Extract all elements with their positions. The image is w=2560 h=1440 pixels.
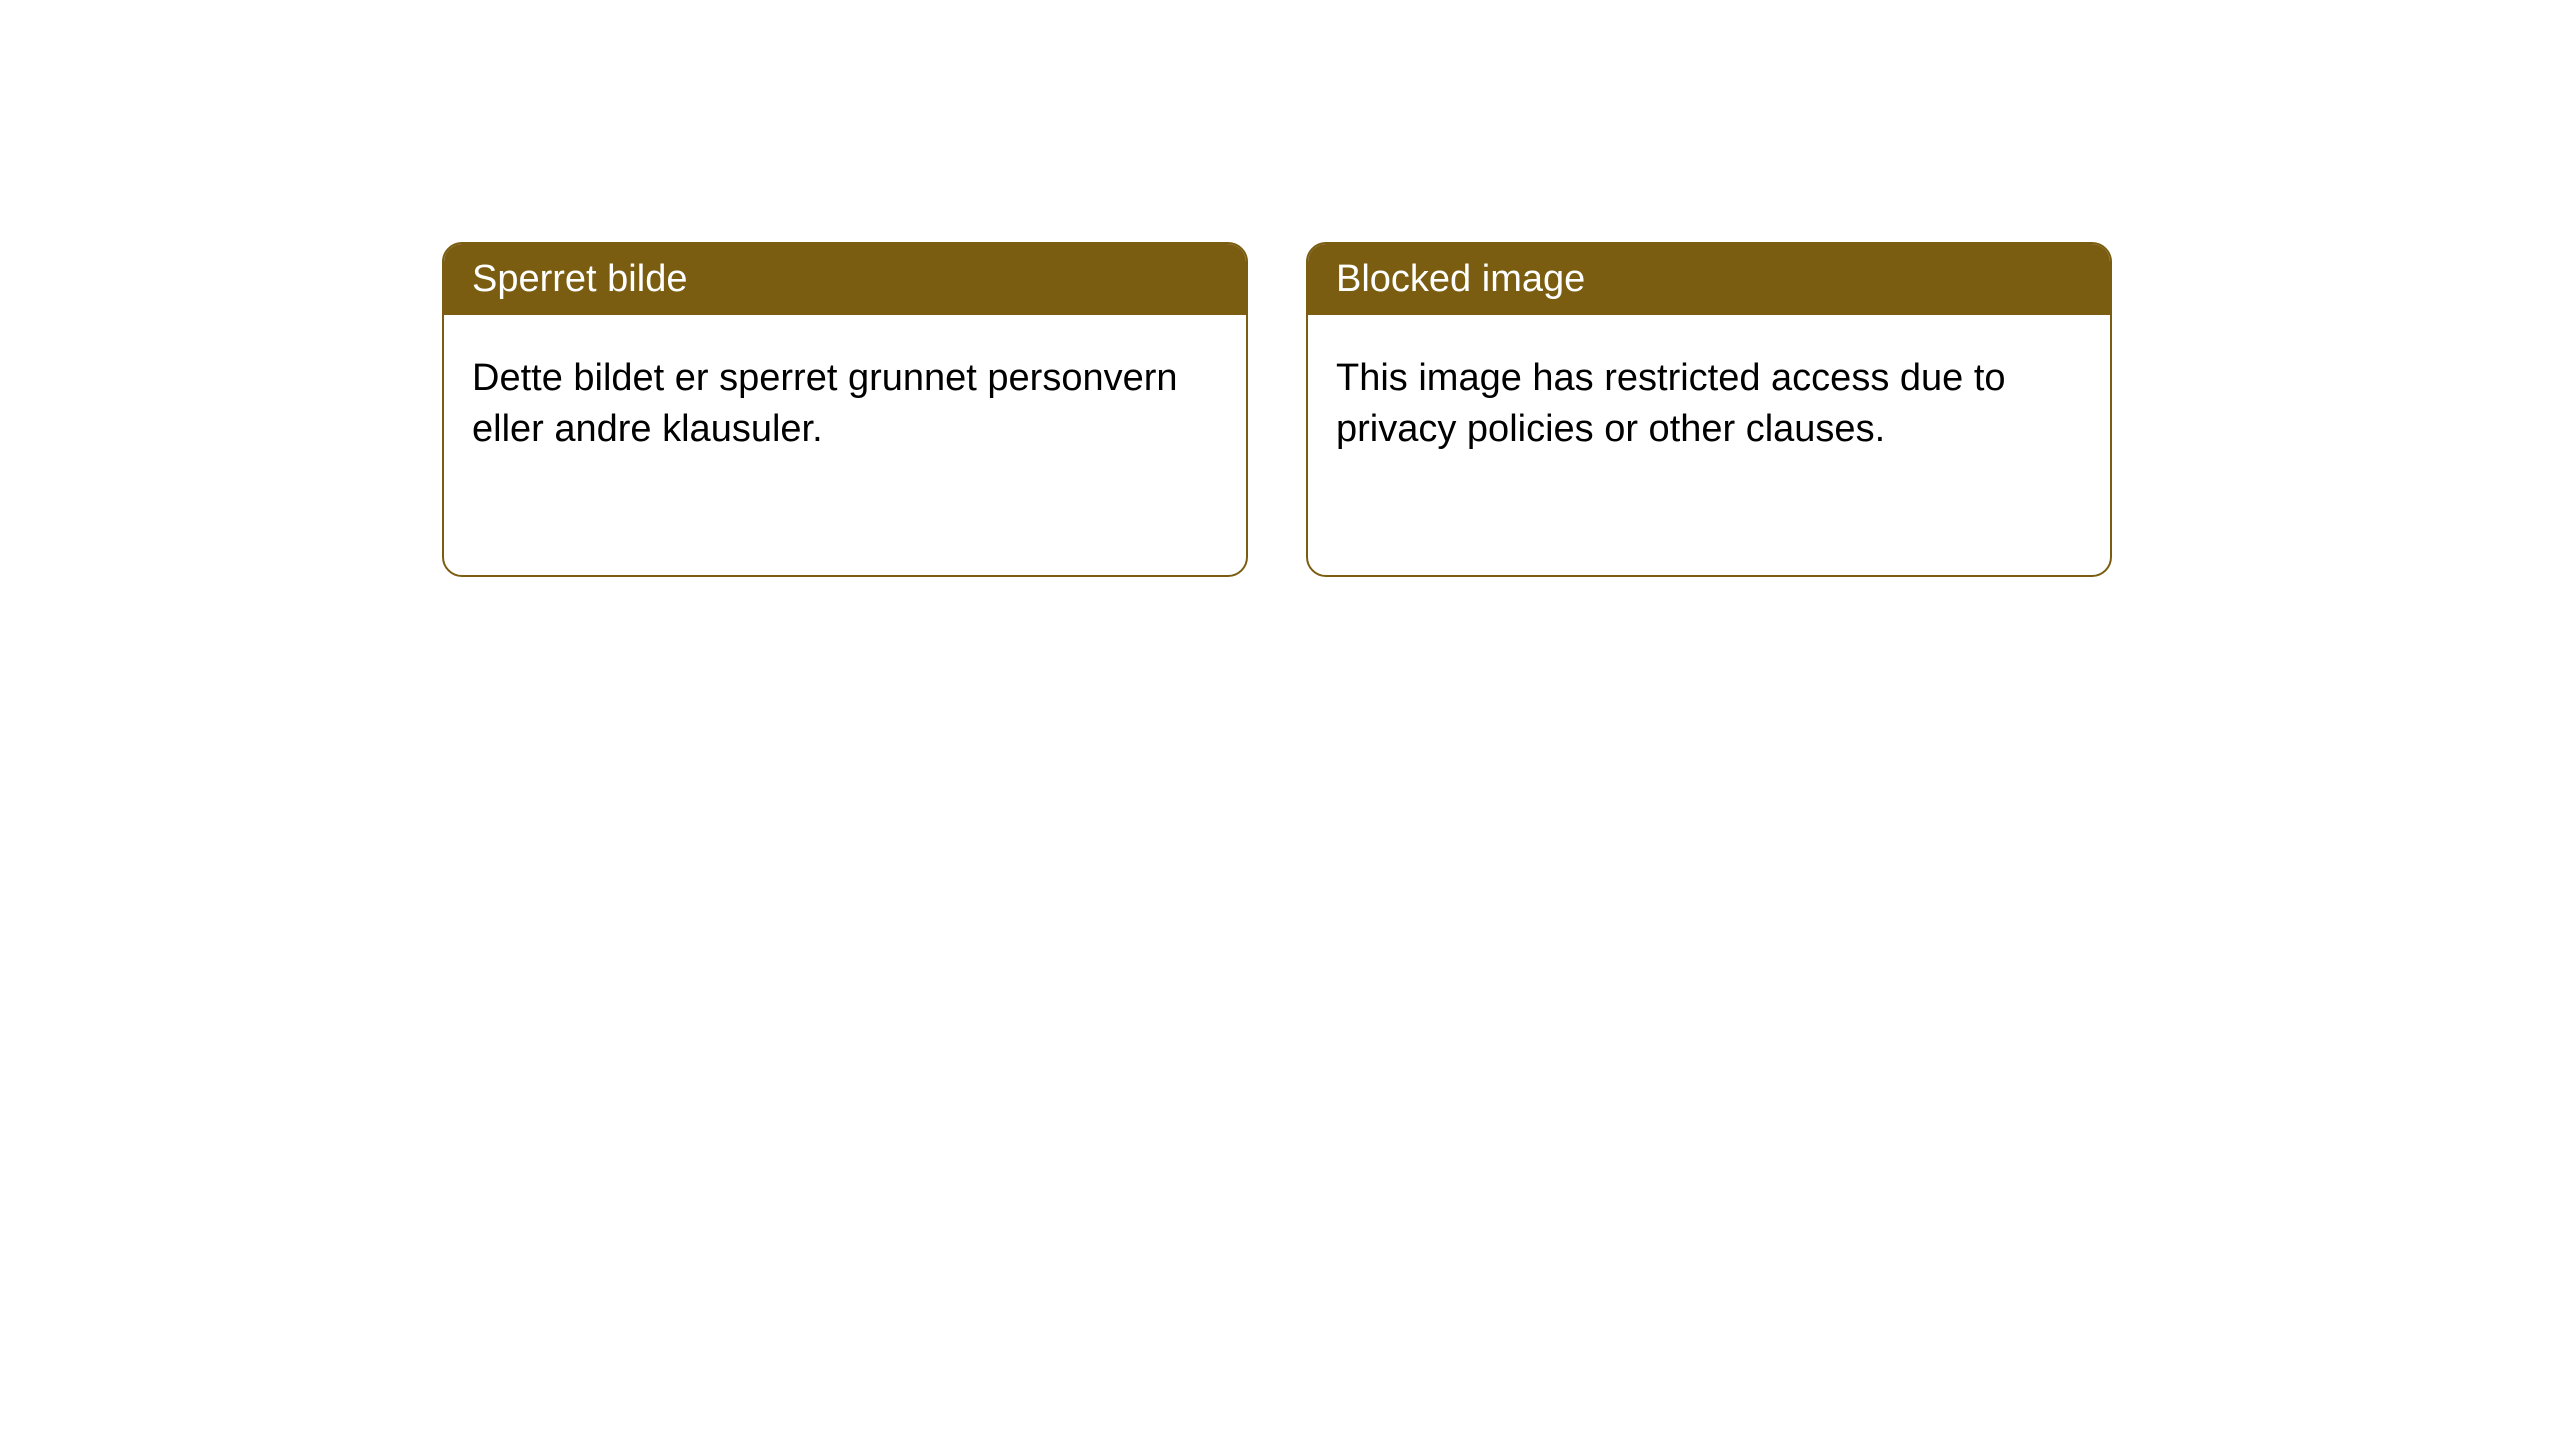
notice-cards-container: Sperret bilde Dette bildet er sperret gr… [442,242,2560,577]
card-body: This image has restricted access due to … [1308,315,2110,494]
card-body: Dette bildet er sperret grunnet personve… [444,315,1246,494]
card-header: Blocked image [1308,244,2110,315]
card-title: Sperret bilde [472,258,687,300]
card-body-text: This image has restricted access due to … [1336,357,2006,450]
notice-card-norwegian: Sperret bilde Dette bildet er sperret gr… [442,242,1248,577]
card-title: Blocked image [1336,258,1585,300]
card-body-text: Dette bildet er sperret grunnet personve… [472,357,1178,450]
notice-card-english: Blocked image This image has restricted … [1306,242,2112,577]
card-header: Sperret bilde [444,244,1246,315]
